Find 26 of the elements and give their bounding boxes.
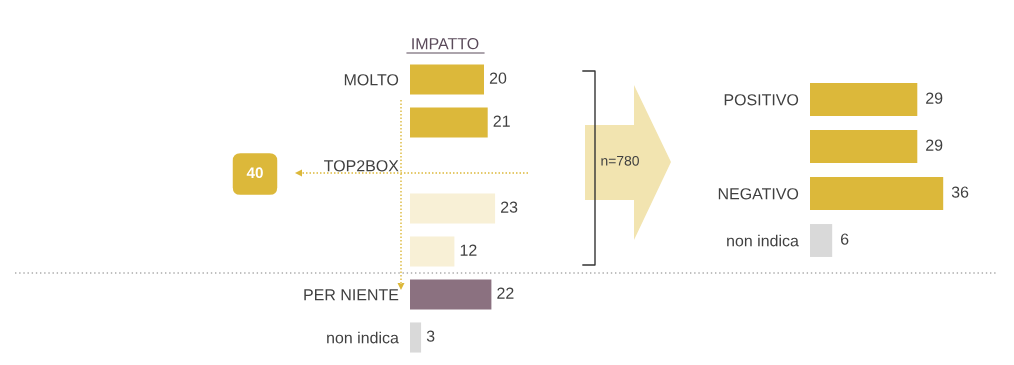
data-label: 6 (841, 233, 849, 245)
bar (410, 279, 492, 310)
bar (410, 64, 484, 95)
y-tick-label: non indica (327, 331, 399, 344)
y-tick-label: MOLTO (344, 74, 399, 86)
bar (410, 236, 455, 267)
y-tick-label: TOP2BOX (324, 160, 399, 172)
chart-title: IMPATTO (412, 37, 479, 50)
data-label: 36 (951, 186, 969, 198)
bar (410, 107, 488, 138)
text: 40 (246, 167, 263, 179)
data-label: 23 (501, 201, 518, 213)
y-tick-label: NEGATIVO (718, 188, 799, 200)
y-tick-label: non indica (727, 234, 799, 247)
data-label: 12 (460, 244, 477, 256)
data-label: 3 (426, 330, 435, 342)
bar (410, 193, 496, 224)
data-label: 21 (493, 115, 510, 127)
data-label: 29 (926, 92, 943, 104)
data-label: 29 (926, 139, 943, 151)
data-label: 22 (497, 287, 514, 299)
bar (410, 322, 422, 353)
y-tick-label: PER NIENTE (304, 289, 399, 301)
y-tick-label: POSITIVO (724, 94, 799, 106)
data-label: 20 (489, 72, 507, 84)
text: n=780 (601, 155, 639, 166)
